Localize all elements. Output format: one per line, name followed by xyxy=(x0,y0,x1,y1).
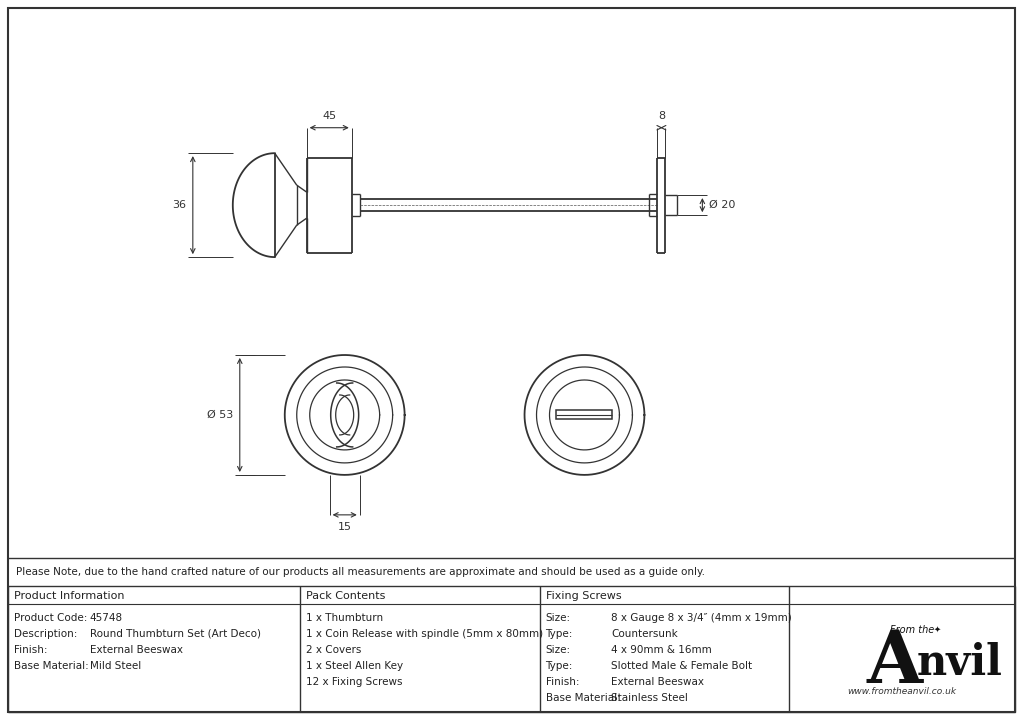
Text: Mild Steel: Mild Steel xyxy=(90,661,141,671)
Text: 12 x Fixing Screws: 12 x Fixing Screws xyxy=(306,677,402,687)
Text: Type:: Type: xyxy=(546,661,572,671)
Text: Fixing Screws: Fixing Screws xyxy=(546,591,622,600)
Text: Pack Contents: Pack Contents xyxy=(306,591,385,600)
Text: A: A xyxy=(866,627,923,698)
Text: Base Material:: Base Material: xyxy=(14,661,89,671)
Text: 2 x Covers: 2 x Covers xyxy=(306,644,361,654)
Text: 1 x Thumbturn: 1 x Thumbturn xyxy=(306,613,383,623)
Text: Please Note, due to the hand crafted nature of our products all measurements are: Please Note, due to the hand crafted nat… xyxy=(16,567,705,577)
Text: Ø 20: Ø 20 xyxy=(710,200,735,210)
Text: 4 x 90mm & 16mm: 4 x 90mm & 16mm xyxy=(611,644,713,654)
Text: 8: 8 xyxy=(657,111,665,121)
Text: 1 x Steel Allen Key: 1 x Steel Allen Key xyxy=(306,661,402,671)
Text: 45748: 45748 xyxy=(90,613,123,623)
Text: Type:: Type: xyxy=(546,629,572,639)
Text: Ø 53: Ø 53 xyxy=(207,410,232,420)
Text: Size:: Size: xyxy=(546,613,570,623)
Text: Base Material:: Base Material: xyxy=(546,693,621,703)
Text: From the: From the xyxy=(890,625,934,635)
Text: nvil: nvil xyxy=(916,642,1002,684)
Text: Size:: Size: xyxy=(546,644,570,654)
Bar xyxy=(556,410,612,420)
Text: 36: 36 xyxy=(172,200,185,210)
Text: Countersunk: Countersunk xyxy=(611,629,678,639)
Text: Product Code:: Product Code: xyxy=(14,613,87,623)
Text: Stainless Steel: Stainless Steel xyxy=(611,693,688,703)
Text: Description:: Description: xyxy=(14,629,78,639)
Text: Slotted Male & Female Bolt: Slotted Male & Female Bolt xyxy=(611,661,753,671)
Text: Round Thumbturn Set (Art Deco): Round Thumbturn Set (Art Deco) xyxy=(90,629,261,639)
Text: 15: 15 xyxy=(338,522,351,532)
Text: Finish:: Finish: xyxy=(14,644,47,654)
Text: External Beeswax: External Beeswax xyxy=(90,644,183,654)
Text: Finish:: Finish: xyxy=(546,677,579,687)
Text: 1 x Coin Release with spindle (5mm x 80mm): 1 x Coin Release with spindle (5mm x 80m… xyxy=(306,629,543,639)
Text: 8 x Gauge 8 x 3/4″ (4mm x 19mm): 8 x Gauge 8 x 3/4″ (4mm x 19mm) xyxy=(611,613,793,623)
Text: External Beeswax: External Beeswax xyxy=(611,677,705,687)
Text: ✦: ✦ xyxy=(934,624,941,634)
Text: Product Information: Product Information xyxy=(14,591,125,600)
Text: www.fromtheanvil.co.uk: www.fromtheanvil.co.uk xyxy=(848,687,956,696)
Text: 45: 45 xyxy=(323,111,336,121)
